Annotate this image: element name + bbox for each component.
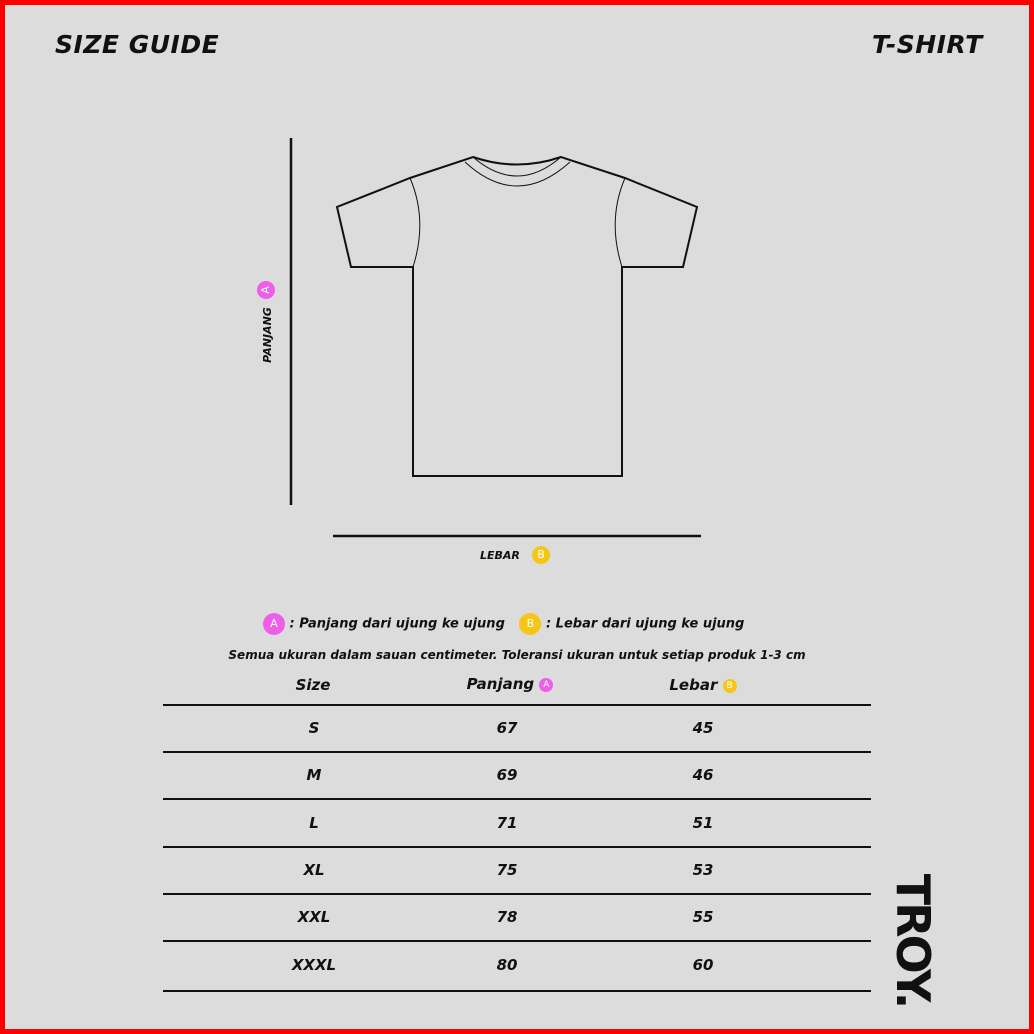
legend-badge-a: A: [263, 613, 285, 635]
header-size: Size: [295, 676, 331, 694]
badge-b: B: [722, 678, 737, 693]
legend: A : Panjang dari ujung ke ujung B : Leba…: [263, 613, 744, 635]
cell-lebar: 55: [692, 908, 714, 927]
legend-a-text: : Panjang dari ujung ke ujung: [289, 616, 505, 632]
table-row-divider: [163, 892, 871, 895]
header-panjang-text: Panjang: [466, 675, 535, 693]
length-label: PANJANG: [261, 307, 274, 363]
product-type: T-SHIRT: [872, 30, 983, 59]
header-lebar: Lebar B: [633, 676, 773, 694]
badge-a: A: [257, 281, 275, 299]
header-lebar-text: Lebar: [669, 676, 718, 694]
table-divider: [163, 704, 871, 706]
cell-lebar: 46: [692, 766, 714, 785]
cell-size: S: [308, 719, 320, 737]
table-row-divider: [163, 940, 871, 943]
cell-panjang: 78: [496, 908, 518, 927]
cell-panjang: 75: [496, 860, 518, 879]
legend-badge-b: B: [519, 613, 542, 635]
cell-lebar: 45: [692, 719, 714, 737]
table-row-divider: [163, 845, 871, 848]
table-row-divider: [163, 798, 871, 801]
badge-a: A: [539, 677, 554, 692]
cell-panjang: 71: [496, 813, 518, 832]
cell-size: XL: [303, 860, 325, 879]
cell-size: M: [306, 766, 322, 785]
cell-panjang: 69: [496, 766, 518, 785]
tshirt-outline: [335, 155, 699, 477]
table-row-divider: [163, 751, 871, 753]
width-label: LEBAR: [480, 549, 520, 562]
tolerance-note: Semua ukuran dalam sauan centimeter. Tol…: [228, 648, 806, 662]
table-row-divider: [163, 990, 871, 992]
cell-lebar: 51: [692, 813, 714, 832]
cell-size: L: [309, 813, 319, 832]
tshirt-diagram: [289, 138, 701, 538]
cell-size: XXXL: [291, 955, 337, 974]
cell-lebar: 53: [692, 860, 714, 879]
cell-panjang: 67: [496, 719, 518, 737]
cell-panjang: 80: [496, 955, 518, 974]
badge-b: B: [532, 546, 550, 564]
header-panjang: Panjang A: [440, 675, 580, 693]
brand-logo: TROY.: [886, 873, 940, 1007]
page-title: SIZE GUIDE: [55, 30, 220, 59]
cell-lebar: 60: [692, 955, 714, 974]
legend-b-text: : Lebar dari ujung ke ujung: [545, 616, 745, 632]
cell-size: XXL: [297, 908, 331, 927]
